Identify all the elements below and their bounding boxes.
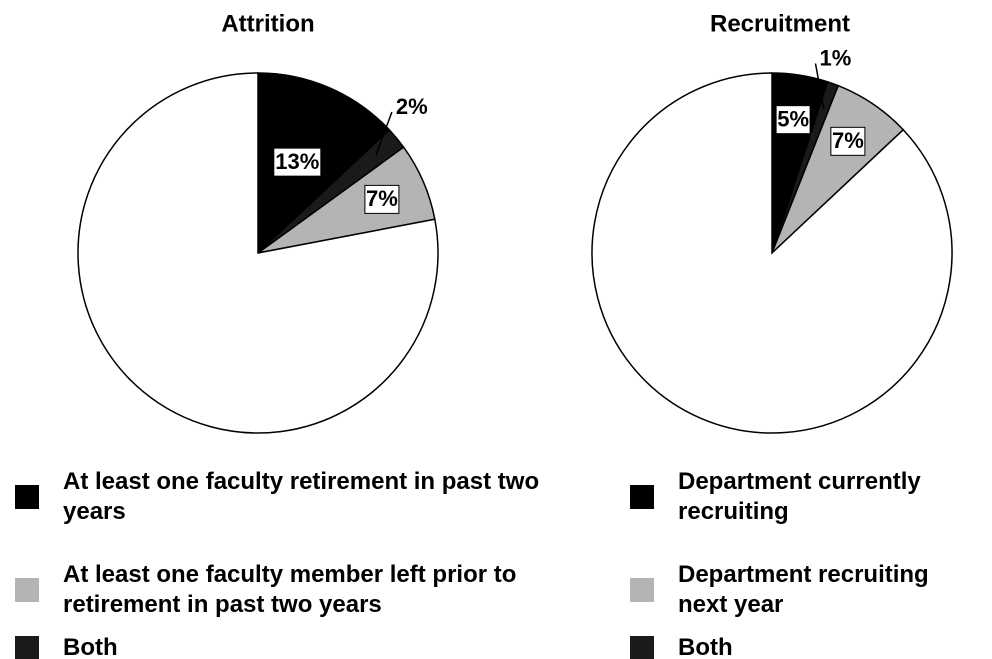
legend-swatch — [630, 636, 654, 659]
legend-entry: Both — [630, 618, 980, 659]
leader-line — [814, 63, 825, 110]
pie-slice — [77, 72, 439, 434]
value-label: 1% — [819, 45, 851, 70]
chart-title: Recruitment — [710, 10, 850, 37]
legend-entry: Department currently recruiting — [630, 467, 980, 527]
legend-entry: Both — [15, 618, 575, 659]
legend-label: At least one faculty retirement in past … — [63, 468, 540, 525]
legend-label: At least one faculty member left prior t… — [63, 561, 517, 618]
legend-label: Department recruiting next year — [678, 561, 929, 618]
legend-label: Department currently recruiting — [678, 468, 921, 525]
pie-slice — [257, 72, 391, 255]
pie-slice — [591, 72, 953, 434]
legend-label: Both — [63, 634, 118, 659]
label-box — [830, 126, 866, 156]
leader-line — [375, 111, 393, 156]
legend-entry: Department recruiting next year — [630, 560, 980, 620]
value-label: 2% — [396, 94, 428, 119]
label-box — [364, 184, 400, 214]
value-label: 7% — [366, 186, 398, 211]
value-label: 13% — [275, 149, 319, 174]
legend-entry: At least one faculty retirement in past … — [15, 467, 575, 527]
value-label: 7% — [832, 128, 864, 153]
label-box — [273, 147, 322, 177]
legend-swatch — [15, 636, 39, 659]
legend-label: Both — [678, 634, 733, 659]
value-label: 5% — [777, 106, 809, 131]
label-box — [775, 105, 811, 135]
legend-swatch — [630, 578, 654, 602]
legend-swatch — [630, 485, 654, 509]
legend-swatch — [15, 578, 39, 602]
legend-entry: At least one faculty member left prior t… — [15, 560, 575, 620]
legend-swatch — [15, 485, 39, 509]
chart-title: Attrition — [221, 10, 314, 37]
